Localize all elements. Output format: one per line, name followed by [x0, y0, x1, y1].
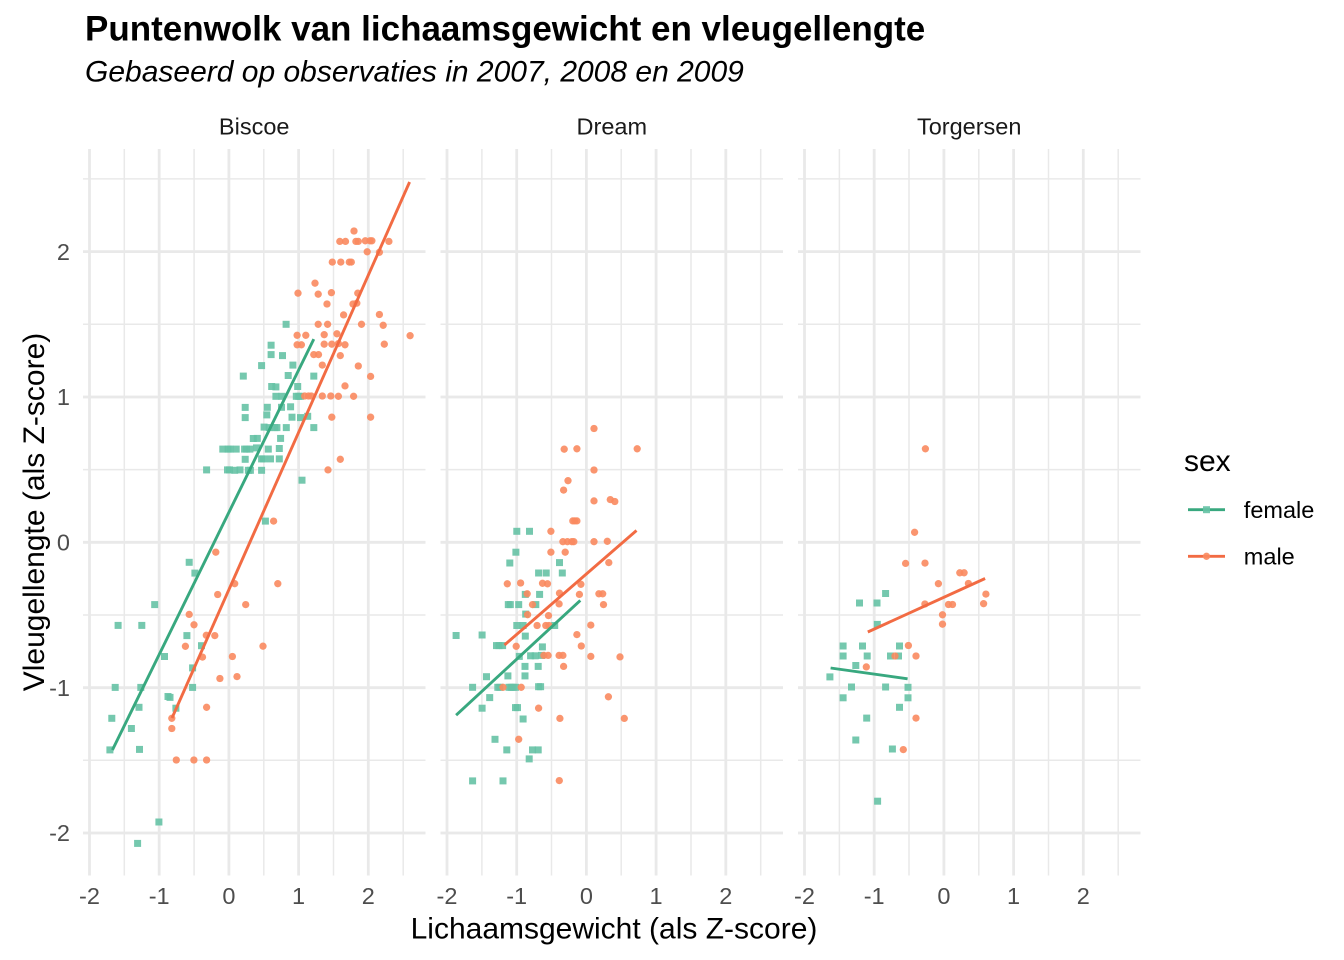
svg-text:2: 2	[719, 883, 732, 909]
svg-text:-2: -2	[79, 883, 100, 909]
svg-text:Torgersen: Torgersen	[917, 114, 1022, 140]
svg-text:Vleugellengte (als Z-score): Vleugellengte (als Z-score)	[18, 333, 51, 692]
svg-text:1: 1	[57, 384, 70, 410]
svg-text:-1: -1	[49, 675, 70, 701]
svg-text:-1: -1	[864, 883, 885, 909]
svg-text:-2: -2	[49, 820, 70, 846]
svg-text:sex: sex	[1184, 445, 1231, 478]
svg-text:2: 2	[57, 239, 70, 265]
svg-text:Gebaseerd op observaties in 20: Gebaseerd op observaties in 2007, 2008 e…	[85, 56, 744, 89]
svg-text:-2: -2	[437, 883, 458, 909]
svg-text:0: 0	[937, 883, 950, 909]
svg-text:-2: -2	[794, 883, 815, 909]
svg-text:1: 1	[292, 883, 305, 909]
svg-text:2: 2	[362, 883, 375, 909]
svg-text:0: 0	[222, 883, 235, 909]
svg-text:0: 0	[580, 883, 593, 909]
svg-text:1: 1	[650, 883, 663, 909]
svg-text:2: 2	[1077, 883, 1090, 909]
svg-text:female: female	[1244, 497, 1315, 523]
svg-text:Dream: Dream	[577, 114, 648, 140]
svg-text:1: 1	[1007, 883, 1020, 909]
svg-text:Lichaamsgewicht (als Z-score): Lichaamsgewicht (als Z-score)	[411, 913, 818, 946]
svg-text:0: 0	[57, 530, 70, 556]
svg-text:-1: -1	[149, 883, 170, 909]
svg-text:-1: -1	[506, 883, 527, 909]
svg-text:male: male	[1244, 544, 1295, 570]
svg-text:Biscoe: Biscoe	[219, 114, 290, 140]
svg-text:Puntenwolk van lichaamsgewicht: Puntenwolk van lichaamsgewicht en vleuge…	[85, 10, 925, 49]
